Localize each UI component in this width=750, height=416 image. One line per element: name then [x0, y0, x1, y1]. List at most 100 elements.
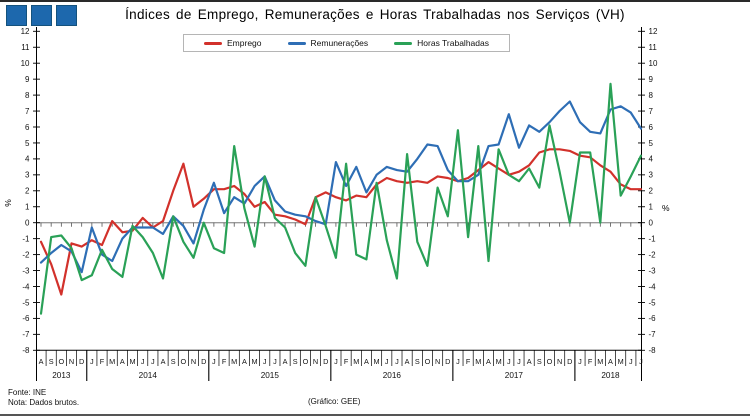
x-month-label: A	[608, 357, 613, 366]
y-tick-label-right: 6	[649, 123, 654, 132]
y-tick-label-left: -8	[22, 346, 30, 355]
y-tick-label-right: 4	[649, 155, 654, 164]
legend-item-remuneracoes: Remunerações	[287, 38, 369, 48]
x-month-label: F	[466, 357, 471, 366]
legend-swatch-horas-trabalhadas	[394, 41, 413, 45]
y-tick-label-left: 4	[25, 155, 30, 164]
line-horas-trabalhadas	[39, 82, 643, 315]
x-month-label: A	[405, 357, 410, 366]
y-tick-label-left: -5	[22, 298, 30, 307]
y-tick-label-right: 12	[649, 27, 658, 36]
y-tick-label-left: 6	[25, 123, 30, 132]
legend-label-emprego: Emprego	[227, 38, 262, 48]
x-month-label: A	[242, 357, 247, 366]
y-tick-label-left: 3	[25, 171, 30, 180]
x-month-label: O	[425, 357, 431, 366]
y-tick-label-left: 12	[21, 27, 30, 36]
logo-square-icon	[31, 5, 52, 26]
source-note: Fonte: INE	[8, 388, 47, 397]
y-axis-label-right: %	[662, 203, 670, 213]
y-tick-label-right: 5	[649, 139, 654, 148]
x-month-label: A	[283, 357, 288, 366]
x-month-label: A	[39, 357, 44, 366]
logo-squares	[6, 5, 77, 26]
x-month-label: S	[171, 357, 176, 366]
y-tick-label-right: -7	[649, 330, 657, 339]
x-month-label: M	[618, 357, 624, 366]
y-tick-label-left: -6	[22, 314, 30, 323]
x-month-label: A	[120, 357, 125, 366]
y-tick-label-right: -6	[649, 314, 657, 323]
logo-square-icon	[56, 5, 77, 26]
x-month-label: M	[496, 357, 502, 366]
y-tick-label-left: 5	[25, 139, 30, 148]
y-tick-label-left: -4	[22, 282, 30, 291]
legend-item-horas-trabalhadas: Horas Trabalhadas	[394, 38, 489, 48]
x-month-label: M	[109, 357, 115, 366]
x-month-label: J	[334, 357, 338, 366]
chart-title: Índices de Emprego, Remunerações e Horas…	[125, 7, 625, 22]
logo-square-icon	[6, 5, 27, 26]
y-tick-label-left: -3	[22, 266, 30, 275]
x-month-label: N	[191, 357, 196, 366]
y-tick-label-right: -1	[649, 234, 657, 243]
x-month-label: N	[313, 357, 318, 366]
x-month-label: N	[435, 357, 440, 366]
legend-swatch-emprego	[204, 41, 223, 45]
x-month-label: J	[385, 357, 389, 366]
x-month-label: A	[161, 357, 166, 366]
x-month-label: J	[90, 357, 94, 366]
y-tick-label-left: 1	[25, 203, 30, 212]
line-emprego	[39, 148, 643, 296]
x-month-label: F	[588, 357, 593, 366]
y-tick-label-left: 11	[21, 43, 30, 52]
x-month-label: A	[527, 357, 532, 366]
y-tick-label-right: -4	[649, 282, 657, 291]
x-month-label: M	[252, 357, 258, 366]
y-tick-label-left: -1	[22, 234, 30, 243]
y-tick-label-right: 2	[649, 187, 654, 196]
x-month-label: J	[141, 357, 145, 366]
x-year-label: 2014	[139, 371, 158, 380]
x-month-label: J	[212, 357, 216, 366]
x-month-label: J	[395, 357, 399, 366]
x-month-label: S	[49, 357, 54, 366]
x-month-label: O	[303, 357, 309, 366]
y-tick-label-right: 11	[649, 43, 658, 52]
legend-label-horas-trabalhadas: Horas Trabalhadas	[417, 38, 489, 48]
line-remuneracoes	[39, 100, 643, 274]
y-tick-label-right: 8	[649, 91, 654, 100]
data-note: Nota: Dados brutos.	[8, 397, 80, 407]
y-tick-label-right: -2	[649, 250, 657, 259]
x-month-label: M	[475, 357, 481, 366]
y-tick-label-left: 2	[25, 187, 30, 196]
x-year-label: 2013	[52, 371, 71, 380]
x-year-label: 2018	[601, 371, 620, 380]
x-month-label: D	[323, 357, 328, 366]
x-month-label: J	[507, 357, 511, 366]
window-bottom-edge	[0, 414, 750, 416]
y-tick-label-left: 9	[25, 75, 30, 84]
x-month-label: J	[263, 357, 267, 366]
y-tick-label-right: -5	[649, 298, 657, 307]
y-tick-label-right: -3	[649, 266, 657, 275]
y-tick-label-right: 0	[649, 219, 654, 228]
x-month-label: D	[445, 357, 450, 366]
window-top-edge	[0, 0, 750, 2]
x-month-label: N	[69, 357, 74, 366]
x-month-label: M	[374, 357, 380, 366]
x-month-label: J	[517, 357, 521, 366]
x-month-label: A	[486, 357, 491, 366]
legend-label-remuneracoes: Remunerações	[310, 38, 369, 48]
x-month-label: S	[415, 357, 420, 366]
y-tick-label-right: 9	[649, 75, 654, 84]
y-tick-label-left: -7	[22, 330, 30, 339]
x-month-label: M	[231, 357, 237, 366]
x-month-label: M	[129, 357, 135, 366]
x-month-label: J	[456, 357, 460, 366]
x-month-label: J	[578, 357, 582, 366]
x-year-label: 2016	[383, 371, 402, 380]
y-tick-label-left: 8	[25, 91, 30, 100]
x-year-label: 2015	[261, 371, 280, 380]
